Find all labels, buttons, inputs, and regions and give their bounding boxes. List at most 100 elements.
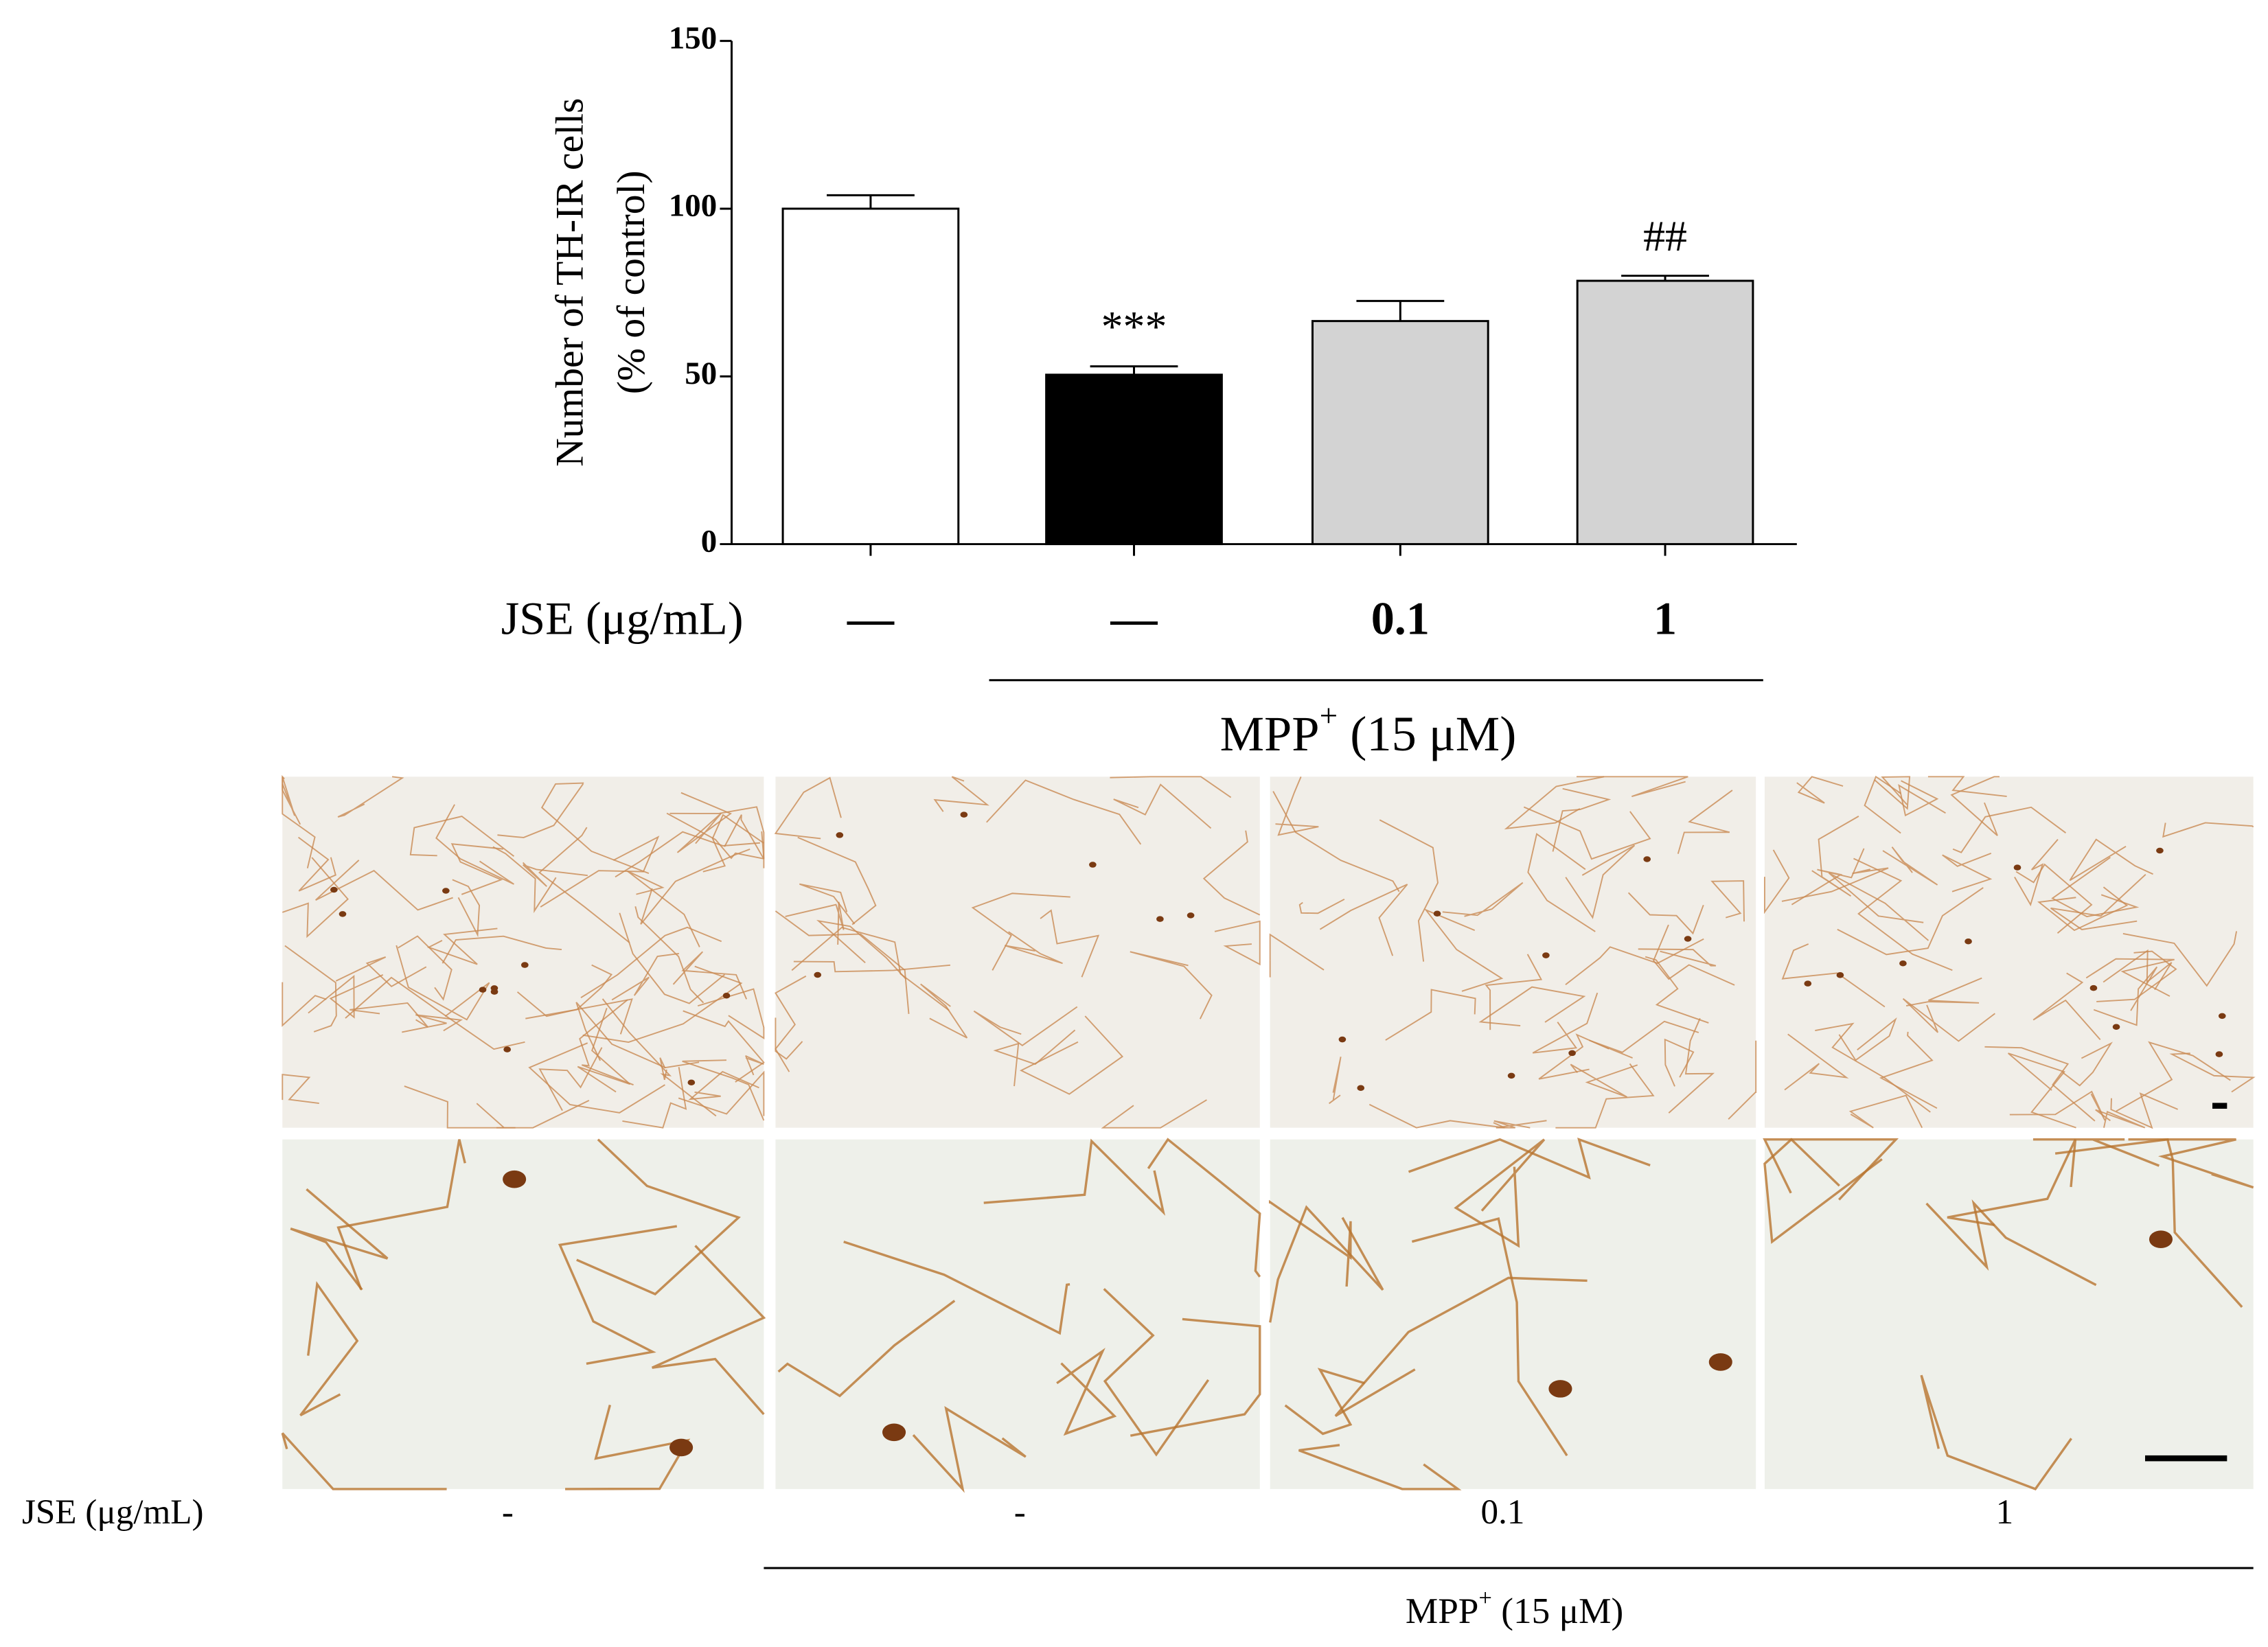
neurite [611, 953, 679, 1001]
neurite [1950, 776, 2000, 836]
neurite [1784, 1033, 1849, 1091]
neurite [745, 1055, 764, 1076]
neurite [577, 1007, 631, 1093]
cell-body [722, 993, 731, 999]
neurite [1668, 1017, 1715, 1114]
cell-body [669, 1438, 694, 1457]
neurite [2093, 966, 2158, 1026]
neurite [1269, 933, 1325, 978]
neurite [1101, 1099, 1207, 1129]
neurite [2014, 839, 2059, 907]
neurite [297, 836, 336, 892]
neurite [558, 1225, 678, 1366]
neurite [2162, 822, 2254, 838]
scale-bar [2212, 1103, 2227, 1109]
neurite [1664, 1038, 1695, 1087]
neurite [1040, 909, 1100, 978]
neurite [1527, 833, 1596, 932]
neurite [565, 1405, 691, 1490]
neurite [1570, 1063, 1638, 1098]
neurite [284, 945, 337, 1033]
neurite [1811, 816, 1859, 897]
y-axis-label: (% of control) [610, 170, 653, 394]
neurite [1103, 1288, 1210, 1457]
neurite [2116, 1041, 2231, 1112]
neurite [2096, 950, 2177, 1002]
neurite [492, 846, 557, 914]
neurite [1898, 780, 1946, 817]
neurite [1791, 848, 1865, 906]
scale-bar [2144, 1455, 2227, 1462]
y-tick-label: 100 [669, 188, 717, 224]
cell-body [1965, 938, 1972, 945]
cell-body [1548, 1380, 1572, 1398]
neurite [697, 988, 765, 1039]
neurite [1577, 776, 1688, 798]
panel-row-label: JSE (μg/mL) [22, 1493, 204, 1532]
neurite [993, 1029, 1076, 1087]
neurite [2110, 1092, 2178, 1129]
cell-body [1187, 912, 1195, 919]
bar [1045, 373, 1223, 546]
neurite [538, 827, 630, 943]
neurite [669, 806, 765, 868]
neurite [1879, 1031, 1938, 1109]
neurite [678, 1070, 765, 1116]
cell-body [1433, 910, 1441, 917]
neurite [791, 926, 950, 1011]
significance-label: ## [1643, 211, 1687, 260]
neurite [442, 935, 562, 964]
y-tick-label: 0 [701, 523, 717, 559]
neurite [1275, 776, 1319, 836]
neurite [1947, 1138, 2077, 1227]
neurite [337, 776, 404, 818]
cell-body [960, 811, 968, 818]
neurite [1763, 1138, 1883, 1244]
neurite [1838, 1017, 1897, 1061]
neurite [775, 1017, 803, 1060]
neurite [1214, 920, 1261, 966]
neurite [983, 1138, 1166, 1216]
cell-body [2218, 1013, 2226, 1020]
neurite [1454, 1138, 1546, 1248]
neurite [1638, 948, 1717, 967]
neurite [1368, 1103, 1505, 1129]
neurite [622, 1067, 687, 1129]
neurite [576, 1138, 741, 1295]
group-label-rest: (15 μM) [1492, 1591, 1623, 1631]
neurite [2103, 949, 2173, 991]
x-tick-label: — [1110, 592, 1158, 644]
neurite [1385, 989, 1476, 1041]
cell-body [1804, 980, 1812, 987]
neurite [843, 1241, 1070, 1335]
neurite [540, 836, 660, 908]
neurite [1110, 776, 1232, 798]
neurite [335, 956, 427, 987]
neurite [1202, 830, 1261, 916]
cell-body [1899, 960, 1907, 967]
neurite [1796, 776, 1844, 804]
neurite [799, 883, 856, 925]
neurite [1408, 1137, 1651, 1179]
cell-body [520, 962, 529, 968]
neurite [1004, 931, 1063, 965]
neurite [1147, 1138, 1261, 1278]
neurite [2095, 1109, 2146, 1129]
neurite [1927, 776, 2007, 797]
neurite [282, 1074, 319, 1104]
neurite [602, 998, 717, 1117]
neurite [435, 804, 514, 885]
neurite [1523, 806, 1651, 860]
cell-body [1089, 862, 1097, 868]
y-tick-label: 150 [669, 20, 717, 56]
neurite [1984, 1046, 2096, 1122]
neurite [404, 1085, 516, 1129]
y-axis-label: Number of TH-IR cells [549, 98, 592, 467]
cell-body [687, 1079, 696, 1085]
neurite [676, 792, 732, 853]
neurite [1334, 1276, 1588, 1417]
neurite [640, 848, 751, 925]
neurite [973, 1006, 1078, 1046]
neurite [774, 776, 842, 840]
